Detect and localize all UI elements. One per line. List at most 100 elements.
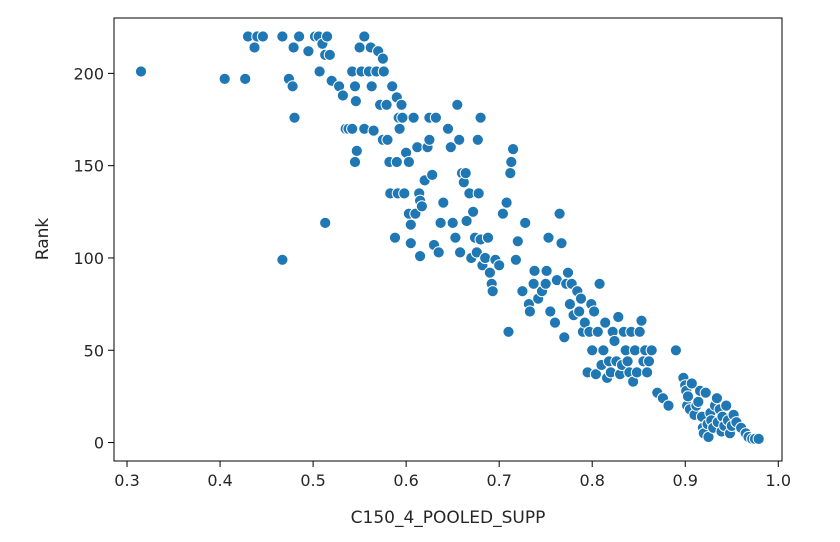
scatter-point [528,264,541,277]
scatter-point [459,167,472,180]
scatter-point [685,377,698,390]
scatter-point [563,298,577,311]
scatter-point [453,133,466,146]
scatter-point [467,205,480,218]
scatter-point [365,80,378,93]
scatter-point [574,292,588,305]
scatter-point [414,250,427,263]
scatter-point [470,246,483,259]
scatter-point [404,218,417,231]
scatter-point [496,207,509,220]
scatter-point [377,65,390,78]
x-axis-ticks: 0.3 0.4 0.5 0.6 0.7 0.8 0.9 1.0 [114,461,791,490]
scatter-point [446,216,459,229]
scatter-point [474,111,487,124]
scatter-point [519,216,532,229]
scatter-point [348,155,362,169]
y-tick-label: 200 [73,64,104,83]
scatter-point [630,366,644,379]
scatter-point [302,45,315,58]
y-tick-label: 0 [94,434,104,453]
scatter-point [454,246,467,259]
scatter-point [349,95,362,108]
scatter-point [404,237,417,250]
scatter-point [527,277,540,290]
scatter-point [336,89,349,102]
scatter-point [358,30,371,43]
y-axis-ticks: 0 50 100 150 200 [73,64,114,453]
scatter-point [388,231,402,244]
scatter-point [432,246,445,259]
x-axis-label: C150_4_POOLED_SUPP [351,508,546,528]
scatter-point [367,124,380,137]
scatter-point [411,141,424,154]
scatter-point [319,216,332,229]
scatter-point [479,251,492,265]
scatter-point [540,264,553,277]
scatter-point [692,395,705,408]
plot-area [113,17,783,462]
scatter-point [451,98,464,111]
scatter-point [471,133,484,146]
scatter-point [548,316,562,329]
scatter-point [752,432,765,445]
y-tick-label: 50 [84,341,104,360]
scatter-point [386,80,399,93]
scatter-point [500,196,513,209]
scatter-point [449,231,462,244]
scatter-point [553,207,566,220]
scatter-point [353,41,366,54]
x-tick-label: 0.5 [300,471,325,490]
scatter-point [472,187,485,200]
scatter-point [486,285,499,298]
scatter-point [612,310,625,324]
scatter-point [504,167,517,180]
scatter-point [441,122,455,135]
scatter-point [645,344,658,357]
scatter-point [558,331,571,344]
scatter-point [539,277,552,290]
scatter-point [276,30,289,43]
scatter-point [395,98,408,111]
scatter-point [434,216,447,229]
scatter-point [511,235,524,248]
scatter-point [720,399,733,412]
scatter-point [710,392,724,405]
x-tick-label: 0.9 [673,471,698,490]
scatter-point [502,325,515,338]
scatter-point [393,122,406,135]
scatter-point [633,325,646,338]
scatter-point [608,334,621,348]
x-tick-label: 0.7 [486,471,511,490]
x-tick-label: 0.8 [579,471,604,490]
scatter-point [276,253,289,266]
scatter-point [248,41,261,54]
scatter-point [544,305,557,318]
scatter-point [699,386,712,399]
scatter-point [381,133,394,146]
scatter-point [481,231,495,244]
scatter-point [586,344,599,357]
scatter-point [390,155,403,169]
scatter-point [681,390,695,403]
scatter-point [597,344,610,357]
x-tick-label: 0.4 [207,471,232,490]
scatter-point [423,133,436,146]
scatter-point [588,305,601,318]
scatter-point [621,355,634,368]
scatter-point [589,368,603,381]
scatter-point [134,65,148,78]
scatter-point [505,155,518,169]
scatter-point [662,399,675,412]
scatter-point [523,305,537,318]
scatter-point [669,344,683,357]
scatter-point [288,111,301,124]
y-tick-label: 100 [73,249,104,268]
scatter-point [321,30,334,43]
scatter-point [516,285,529,298]
x-tick-label: 1.0 [766,471,791,490]
scatter-point [218,72,231,86]
scatter-point [506,143,520,156]
scatter-point [429,111,442,124]
